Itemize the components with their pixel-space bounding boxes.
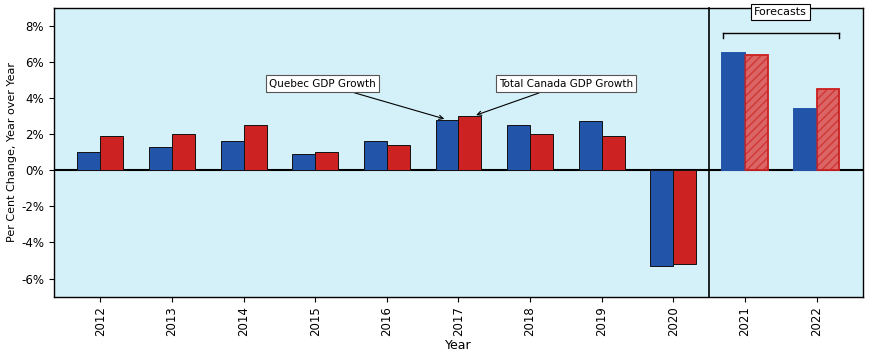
Bar — [172, 134, 195, 170]
Bar — [77, 152, 100, 170]
Bar — [816, 89, 839, 170]
Bar — [793, 109, 816, 170]
Text: Quebec GDP Growth: Quebec GDP Growth — [269, 79, 442, 119]
Bar — [601, 136, 624, 170]
Bar — [221, 141, 243, 170]
Bar — [650, 170, 673, 266]
Bar — [793, 109, 816, 170]
Bar — [507, 125, 529, 170]
Bar — [315, 152, 338, 170]
Bar — [721, 53, 744, 170]
Bar — [149, 147, 172, 170]
Y-axis label: Per Cent Change, Year over Year: Per Cent Change, Year over Year — [7, 62, 17, 242]
Bar — [387, 145, 409, 170]
Bar — [100, 136, 123, 170]
Bar — [816, 89, 839, 170]
Bar — [243, 125, 266, 170]
Bar — [363, 141, 387, 170]
Text: Forecasts: Forecasts — [753, 7, 806, 17]
Bar — [529, 134, 553, 170]
Bar — [744, 55, 767, 170]
Bar — [673, 170, 695, 264]
Bar — [578, 121, 601, 170]
Bar — [458, 116, 481, 170]
Bar — [292, 154, 315, 170]
Bar — [744, 55, 767, 170]
Bar — [435, 120, 458, 170]
Text: Total Canada GDP Growth: Total Canada GDP Growth — [477, 79, 633, 115]
Bar — [721, 53, 744, 170]
X-axis label: Year: Year — [445, 339, 471, 352]
